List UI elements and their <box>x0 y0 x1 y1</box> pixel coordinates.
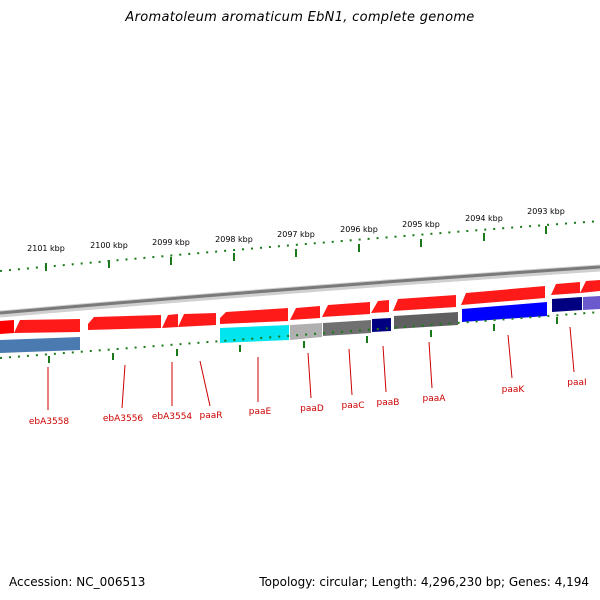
gene-ebA3558-bar <box>0 337 80 353</box>
scale-label-2097: 2097 kbp <box>277 230 315 239</box>
gene-paaB-bar <box>372 318 391 332</box>
colored-genes <box>0 296 600 353</box>
gene-arrow <box>580 280 600 293</box>
gene-arrow <box>290 306 320 320</box>
gene-label-paaR: paaR <box>200 411 223 421</box>
gene-label-paaC: paaC <box>341 401 364 411</box>
map-title: Aromatoleum aromaticum EbN1, complete ge… <box>125 10 475 25</box>
gene-arrow <box>178 313 216 327</box>
gene-label-paaI: paaI <box>567 378 586 388</box>
outer-scale-tick <box>45 226 547 271</box>
scale-label-2101: 2101 kbp <box>27 244 65 253</box>
gene-arrow <box>162 314 178 328</box>
gene-arrow <box>220 308 288 324</box>
scale-label-2100: 2100 kbp <box>90 241 128 250</box>
genome-backbone <box>0 264 600 318</box>
gene-paaI-bar <box>552 297 582 312</box>
scale-label-2099: 2099 kbp <box>152 238 190 247</box>
gene-arrow <box>0 320 14 334</box>
gene-arrow <box>551 282 580 295</box>
gene-label-paaB: paaB <box>377 398 400 408</box>
gene-label-paaE: paaE <box>249 407 272 417</box>
gene-label-ebA3554: ebA3554 <box>152 412 193 422</box>
forward-genes <box>0 280 600 334</box>
gene-arrow <box>461 286 545 305</box>
scale-label-2096: 2096 kbp <box>340 225 378 234</box>
gene-label-paaA: paaA <box>423 394 447 404</box>
gene-paaC-bar <box>323 320 371 336</box>
accession-text: Accession: NC_006513 <box>9 575 146 589</box>
inner-scale-tick <box>48 317 558 363</box>
gene-paaD-bar <box>290 323 322 340</box>
gene-arrow <box>371 300 389 313</box>
gene-paaA-bar <box>394 312 458 329</box>
gene-bar <box>583 296 600 310</box>
gene-label-paaK: paaK <box>502 385 526 395</box>
gene-label-ebA3556: ebA3556 <box>103 414 144 424</box>
topology-text: Topology: circular; Length: 4,296,230 bp… <box>259 575 589 589</box>
gene-paaK-bar <box>462 302 547 322</box>
scale-label-2098: 2098 kbp <box>215 235 253 244</box>
scale-label-2095: 2095 kbp <box>402 220 440 229</box>
gene-arrow <box>14 319 80 333</box>
scale-label-2094: 2094 kbp <box>465 214 503 223</box>
gene-paaE-bar <box>220 325 289 343</box>
gene-arrow <box>322 302 370 317</box>
scale-label-2093: 2093 kbp <box>527 207 565 216</box>
gene-arrow <box>88 315 161 330</box>
gene-label-paaD: paaD <box>300 404 324 414</box>
gene-arrow <box>393 295 456 311</box>
gene-label-ebA3558: ebA3558 <box>29 417 70 427</box>
label-leaders <box>47 326 575 410</box>
